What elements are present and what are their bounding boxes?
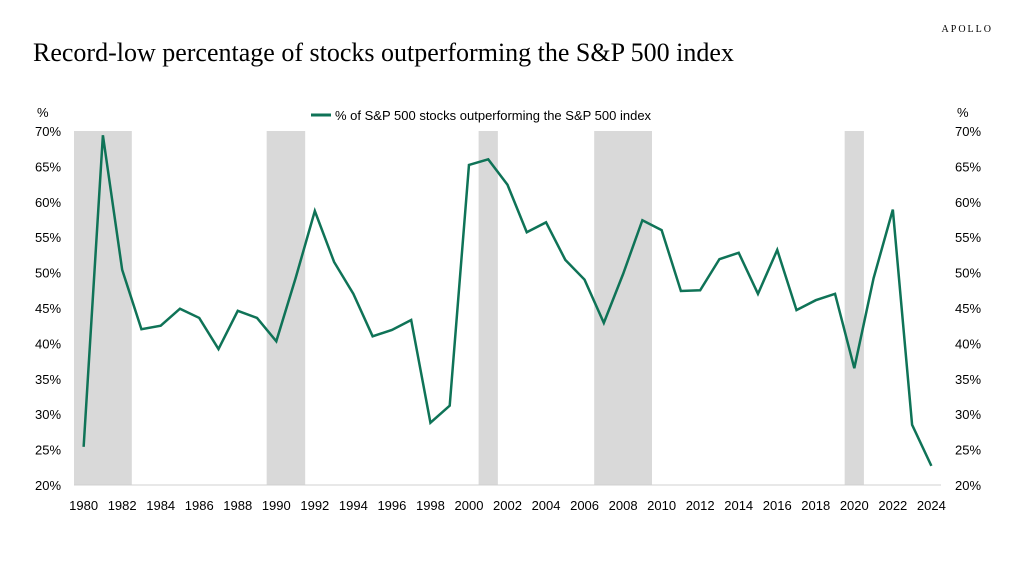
- x-tick-label: 2006: [570, 498, 599, 513]
- y-tick-label-right: 50%: [955, 266, 981, 281]
- shaded-band: [74, 131, 132, 485]
- x-tick-label: 2024: [917, 498, 946, 513]
- x-tick-label: 2022: [878, 498, 907, 513]
- y-axis-label-left: %: [37, 105, 49, 120]
- y-tick-label-right: 35%: [955, 372, 981, 387]
- y-tick-label-right: 45%: [955, 301, 981, 316]
- x-tick-label: 1994: [339, 498, 368, 513]
- x-tick-label: 1982: [108, 498, 137, 513]
- x-tick-label: 2018: [801, 498, 830, 513]
- y-tick-label-right: 20%: [955, 478, 981, 493]
- shaded-band: [844, 131, 864, 485]
- y-tick-label-left: 65%: [35, 159, 61, 174]
- y-axis-label-right: %: [957, 105, 969, 120]
- legend: % of S&P 500 stocks outperforming the S&…: [311, 108, 652, 123]
- x-tick-label: 1988: [223, 498, 252, 513]
- y-tick-label-left: 55%: [35, 230, 61, 245]
- y-tick-label-left: 60%: [35, 195, 61, 210]
- x-tick-label: 2020: [840, 498, 869, 513]
- x-tick-label: 2010: [647, 498, 676, 513]
- legend-label: % of S&P 500 stocks outperforming the S&…: [335, 108, 652, 123]
- y-tick-label-left: 25%: [35, 443, 61, 458]
- x-tick-label: 2014: [724, 498, 753, 513]
- y-tick-label-left: 50%: [35, 266, 61, 281]
- x-tick-label: 2004: [532, 498, 561, 513]
- x-tick-label: 1998: [416, 498, 445, 513]
- page-title: Record-low percentage of stocks outperfo…: [33, 38, 734, 67]
- brand-logo: APOLLO: [941, 24, 993, 35]
- y-tick-label-right: 60%: [955, 195, 981, 210]
- y-tick-label-left: 30%: [35, 407, 61, 422]
- x-tick-label: 1986: [185, 498, 214, 513]
- y-tick-label-left: 40%: [35, 336, 61, 351]
- y-tick-label-right: 65%: [955, 159, 981, 174]
- x-tick-label: 2000: [455, 498, 484, 513]
- y-tick-label-left: 35%: [35, 372, 61, 387]
- x-tick-label: 1996: [377, 498, 406, 513]
- x-tick-label: 2002: [493, 498, 522, 513]
- shaded-band: [594, 131, 652, 485]
- x-tick-label: 2012: [686, 498, 715, 513]
- y-tick-label-left: 45%: [35, 301, 61, 316]
- y-tick-label-left: 70%: [35, 124, 61, 139]
- x-tick-label: 2008: [609, 498, 638, 513]
- y-tick-label-right: 25%: [955, 443, 981, 458]
- x-tick-label: 1992: [300, 498, 329, 513]
- shaded-band: [478, 131, 498, 485]
- x-tick-label: 2016: [763, 498, 792, 513]
- y-tick-label-left: 20%: [35, 478, 61, 493]
- y-tick-label-right: 70%: [955, 124, 981, 139]
- x-tick-label: 1990: [262, 498, 291, 513]
- x-tick-label: 1984: [146, 498, 175, 513]
- y-tick-label-right: 40%: [955, 336, 981, 351]
- x-tick-label: 1980: [69, 498, 98, 513]
- y-tick-label-right: 55%: [955, 230, 981, 245]
- y-tick-label-right: 30%: [955, 407, 981, 422]
